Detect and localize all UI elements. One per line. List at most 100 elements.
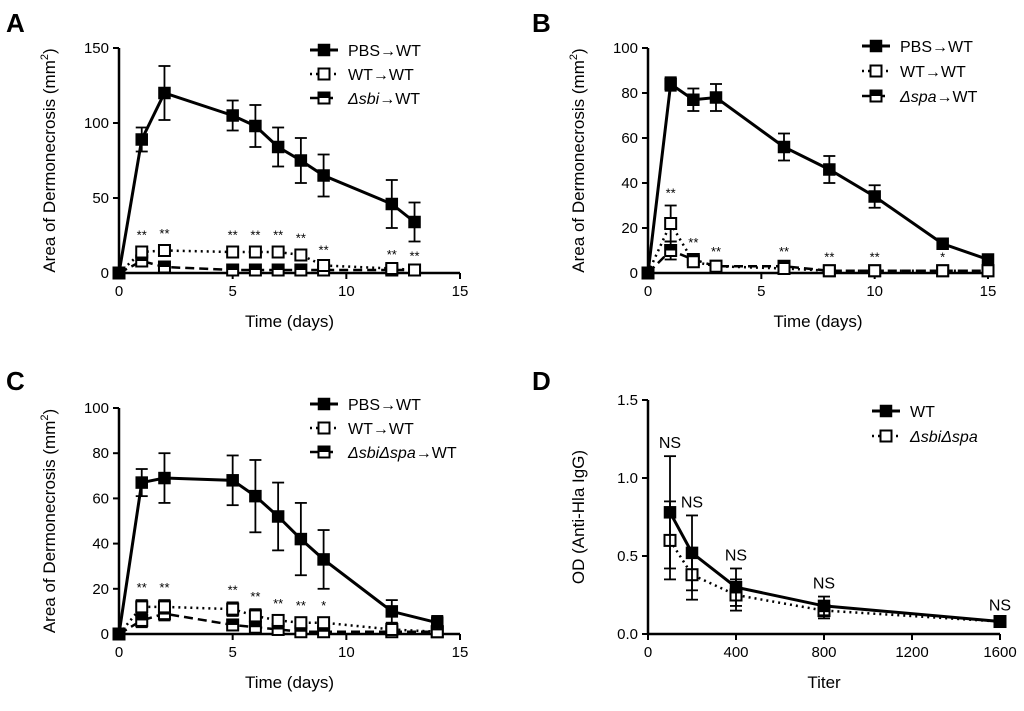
x-tick-label: 15 <box>452 644 469 661</box>
data-point <box>385 605 399 618</box>
data-point <box>249 119 262 133</box>
data-point <box>385 197 399 211</box>
data-point <box>248 609 262 623</box>
legend-label: WT→WT <box>348 67 414 84</box>
x-tick-label: 0 <box>115 644 123 661</box>
y-tick-label: 0 <box>630 265 638 282</box>
y-tick-label: 1.0 <box>617 470 638 487</box>
legend-label: PBS→WT <box>900 39 973 56</box>
series-0 <box>112 65 421 280</box>
significance-label: ** <box>387 247 397 262</box>
data-point <box>226 245 240 259</box>
data-point <box>226 474 239 487</box>
data-point <box>271 245 285 259</box>
data-point <box>157 244 171 257</box>
significance-label: ** <box>824 250 834 265</box>
y-tick-label: 0 <box>101 626 109 643</box>
data-point <box>993 615 1007 628</box>
data-point <box>248 263 262 277</box>
panel-letter-a: A <box>6 8 25 38</box>
x-tick-label: 10 <box>338 644 355 661</box>
significance-label: NS <box>681 494 703 511</box>
legend-label: WT→WT <box>348 421 414 438</box>
y-tick-label: 20 <box>92 581 109 598</box>
data-point <box>777 140 791 154</box>
legend-label: WT→WT <box>900 64 966 81</box>
data-point <box>709 259 723 273</box>
series-0 <box>641 76 995 280</box>
y-tick-label: 100 <box>84 400 109 417</box>
y-tick-label: 60 <box>621 130 638 147</box>
significance-label: ** <box>666 186 676 201</box>
data-point <box>112 627 126 641</box>
significance-label: NS <box>813 576 835 593</box>
legend-marker <box>879 429 893 443</box>
data-point <box>158 471 171 485</box>
legend-label: ΔsbiΔspa→WT <box>347 445 457 462</box>
data-point <box>157 260 171 274</box>
data-point <box>936 237 949 250</box>
data-point <box>317 553 330 566</box>
series-line <box>118 605 438 635</box>
y-tick-label: 0 <box>101 265 109 282</box>
data-point <box>981 264 995 278</box>
series-line <box>668 511 1001 624</box>
data-point <box>709 91 723 104</box>
legend-label: ΔsbiΔspa <box>909 429 978 446</box>
data-point <box>157 600 171 614</box>
data-point <box>868 190 881 203</box>
significance-label: ** <box>409 249 419 264</box>
series-1 <box>641 204 995 280</box>
data-point <box>686 255 700 269</box>
significance-label: ** <box>870 250 880 265</box>
data-point <box>294 532 308 546</box>
data-point <box>431 616 444 629</box>
data-point <box>135 133 148 146</box>
data-point <box>822 264 836 278</box>
x-tick-label: 5 <box>228 283 236 300</box>
data-point <box>271 263 285 277</box>
x-tick-label: 0 <box>644 644 652 661</box>
legend: WT ΔsbiΔspa <box>872 404 978 446</box>
significance-label: ** <box>250 228 260 243</box>
data-point <box>385 622 399 636</box>
panel-letter-c: C <box>6 366 25 396</box>
significance-label: ** <box>296 598 306 613</box>
series-0 <box>112 452 444 641</box>
y-tick-label: 80 <box>621 85 638 102</box>
significance-label: ** <box>779 244 789 259</box>
data-point <box>135 245 149 259</box>
legend-marker <box>869 89 883 103</box>
series-line <box>117 91 416 274</box>
significance-label: ** <box>137 228 147 243</box>
data-point <box>687 93 700 106</box>
panel-letter-b: B <box>532 8 551 38</box>
x-axis-title: Time (days) <box>245 312 334 331</box>
data-point <box>817 599 831 613</box>
panel-letter-d: D <box>532 366 551 396</box>
data-point <box>271 510 285 523</box>
significance-label: ** <box>273 228 283 243</box>
chart-panel-c: C 0 5 10 15 0 20 40 60 80 100 Time (days) Area of De… <box>6 366 468 692</box>
x-tick-label: 15 <box>452 283 469 300</box>
legend-marker <box>869 64 883 78</box>
y-axis-title: Area of Dermonecrosis (mm2) <box>568 48 588 272</box>
x-tick-label: 0 <box>115 283 123 300</box>
data-point <box>135 613 149 627</box>
x-axis-title: Time (days) <box>773 312 862 331</box>
significance-label: ** <box>688 235 698 250</box>
legend: PBS→WT WT→WT ΔsbiΔspa→WT <box>310 397 457 462</box>
legend-marker <box>317 445 331 459</box>
data-point <box>664 217 678 230</box>
significance-label: ** <box>228 228 238 243</box>
data-point <box>981 253 995 266</box>
x-tick-label: 5 <box>228 644 236 661</box>
data-point <box>294 154 308 167</box>
legend-marker <box>317 67 331 81</box>
x-axis-title: Titer <box>807 673 841 692</box>
chart-panel-d: D 0 400 800 1200 1600 0.0 0.5 1.0 1.5 Titer OD (Ant… <box>532 366 1017 692</box>
series-1 <box>112 599 444 641</box>
significance-label: ** <box>319 243 329 258</box>
legend-label: PBS→WT <box>348 43 421 60</box>
data-point <box>226 618 240 632</box>
